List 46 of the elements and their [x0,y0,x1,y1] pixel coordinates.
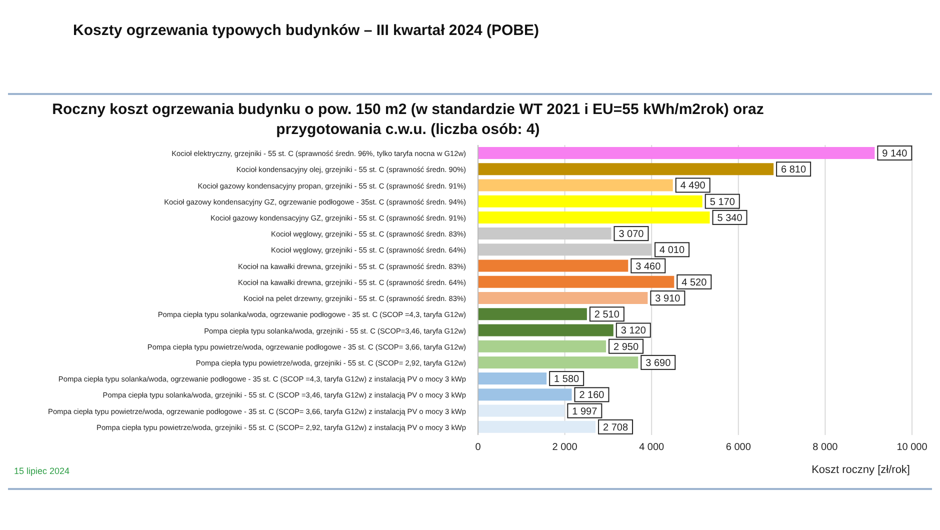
data-label: 3 070 [618,229,644,240]
bar [478,292,648,304]
bar [478,244,652,256]
bar [478,228,612,240]
data-label: 1 580 [554,374,580,386]
bar [478,211,710,224]
data-label: 2 160 [579,390,605,402]
bar [478,340,606,352]
data-label: 2 950 [614,342,639,353]
bar [478,276,674,288]
data-label: 1 997 [572,406,598,418]
data-label: 4 520 [682,277,708,288]
x-tick-label: 8 000 [812,442,838,454]
data-label: 3 120 [620,326,646,337]
bar [478,388,572,401]
bar [478,404,565,417]
text: 15 lipiec 2024 [14,466,70,476]
bar [478,260,628,272]
x-tick-label: 4 000 [639,442,665,454]
data-label: 4 490 [680,180,706,192]
x-tick-label: 0 [475,442,482,454]
x-tick-label: 6 000 [726,442,752,454]
data-label: 5 170 [710,196,736,208]
bar [478,179,673,192]
chart-subtitle: Roczny koszt ogrzewania budynku o pow. 150 m2 (w standardzie WT 2021 i EU=55 kWh/m2rok) oraz przygotowania c.w.u. (liczba osób: 4) [51,100,765,140]
data-label: 3 690 [646,358,672,369]
bar [478,308,587,320]
data-label: 2 708 [603,422,628,434]
data-label: 9 140 [882,148,908,160]
data-label: 5 340 [717,212,743,224]
x-tick-label: 10 000 [896,442,928,454]
bar [478,420,596,433]
bar [478,147,875,159]
bar [478,324,614,336]
bar [478,372,547,385]
bar [478,356,638,368]
text: Koszty ogrzewania typowych budynków – III kwartał 2024 (POBE) [73,22,539,39]
data-label: 3 460 [636,261,662,272]
x-tick-label: 2 000 [552,442,578,454]
bar [478,195,702,208]
bar [478,163,774,176]
data-label: 3 910 [655,294,681,304]
data-label: 4 010 [660,245,685,256]
data-label: 2 510 [594,310,620,321]
data-label: 6 810 [781,164,806,176]
x-axis-title: Koszt roczny [zł/rok] [812,464,910,476]
